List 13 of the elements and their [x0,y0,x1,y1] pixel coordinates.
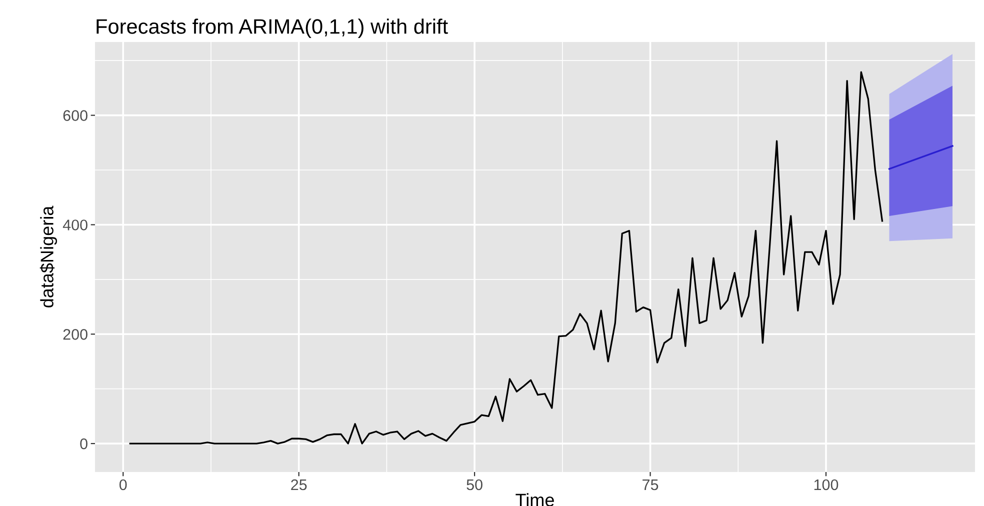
x-tick-label: 75 [642,480,658,490]
x-tick-label: 0 [119,479,127,490]
x-tick-label: 100 [814,479,838,490]
y-tick-label: 0 [80,438,88,450]
y-tick-label: 600 [63,110,88,121]
y-axis-title: data$Nigeria [40,206,58,308]
x-tick-label: 25 [291,479,307,490]
x-axis-title: Time [516,493,554,506]
y-tick-label: 400 [62,220,88,230]
x-tick-label: 50 [466,479,482,490]
y-tick-label: 200 [63,329,88,340]
line-series [129,71,884,444]
chart-title: Forecasts from ARIMA(0,1,1) with drift [96,18,448,38]
